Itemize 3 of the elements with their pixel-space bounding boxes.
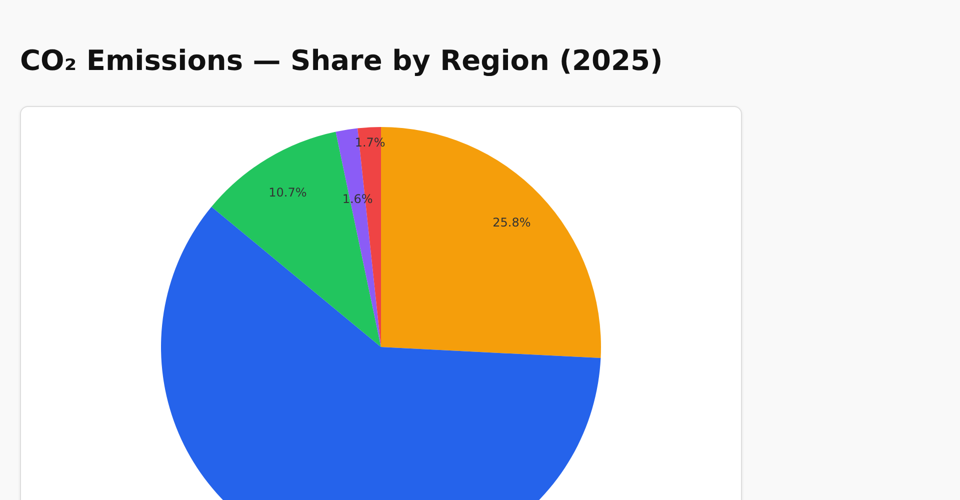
data-label: 10.7% — [268, 186, 307, 200]
chart-title: CO₂ Emissions — Share by Region (2025) — [20, 44, 663, 77]
data-label: 25.8% — [492, 216, 531, 230]
